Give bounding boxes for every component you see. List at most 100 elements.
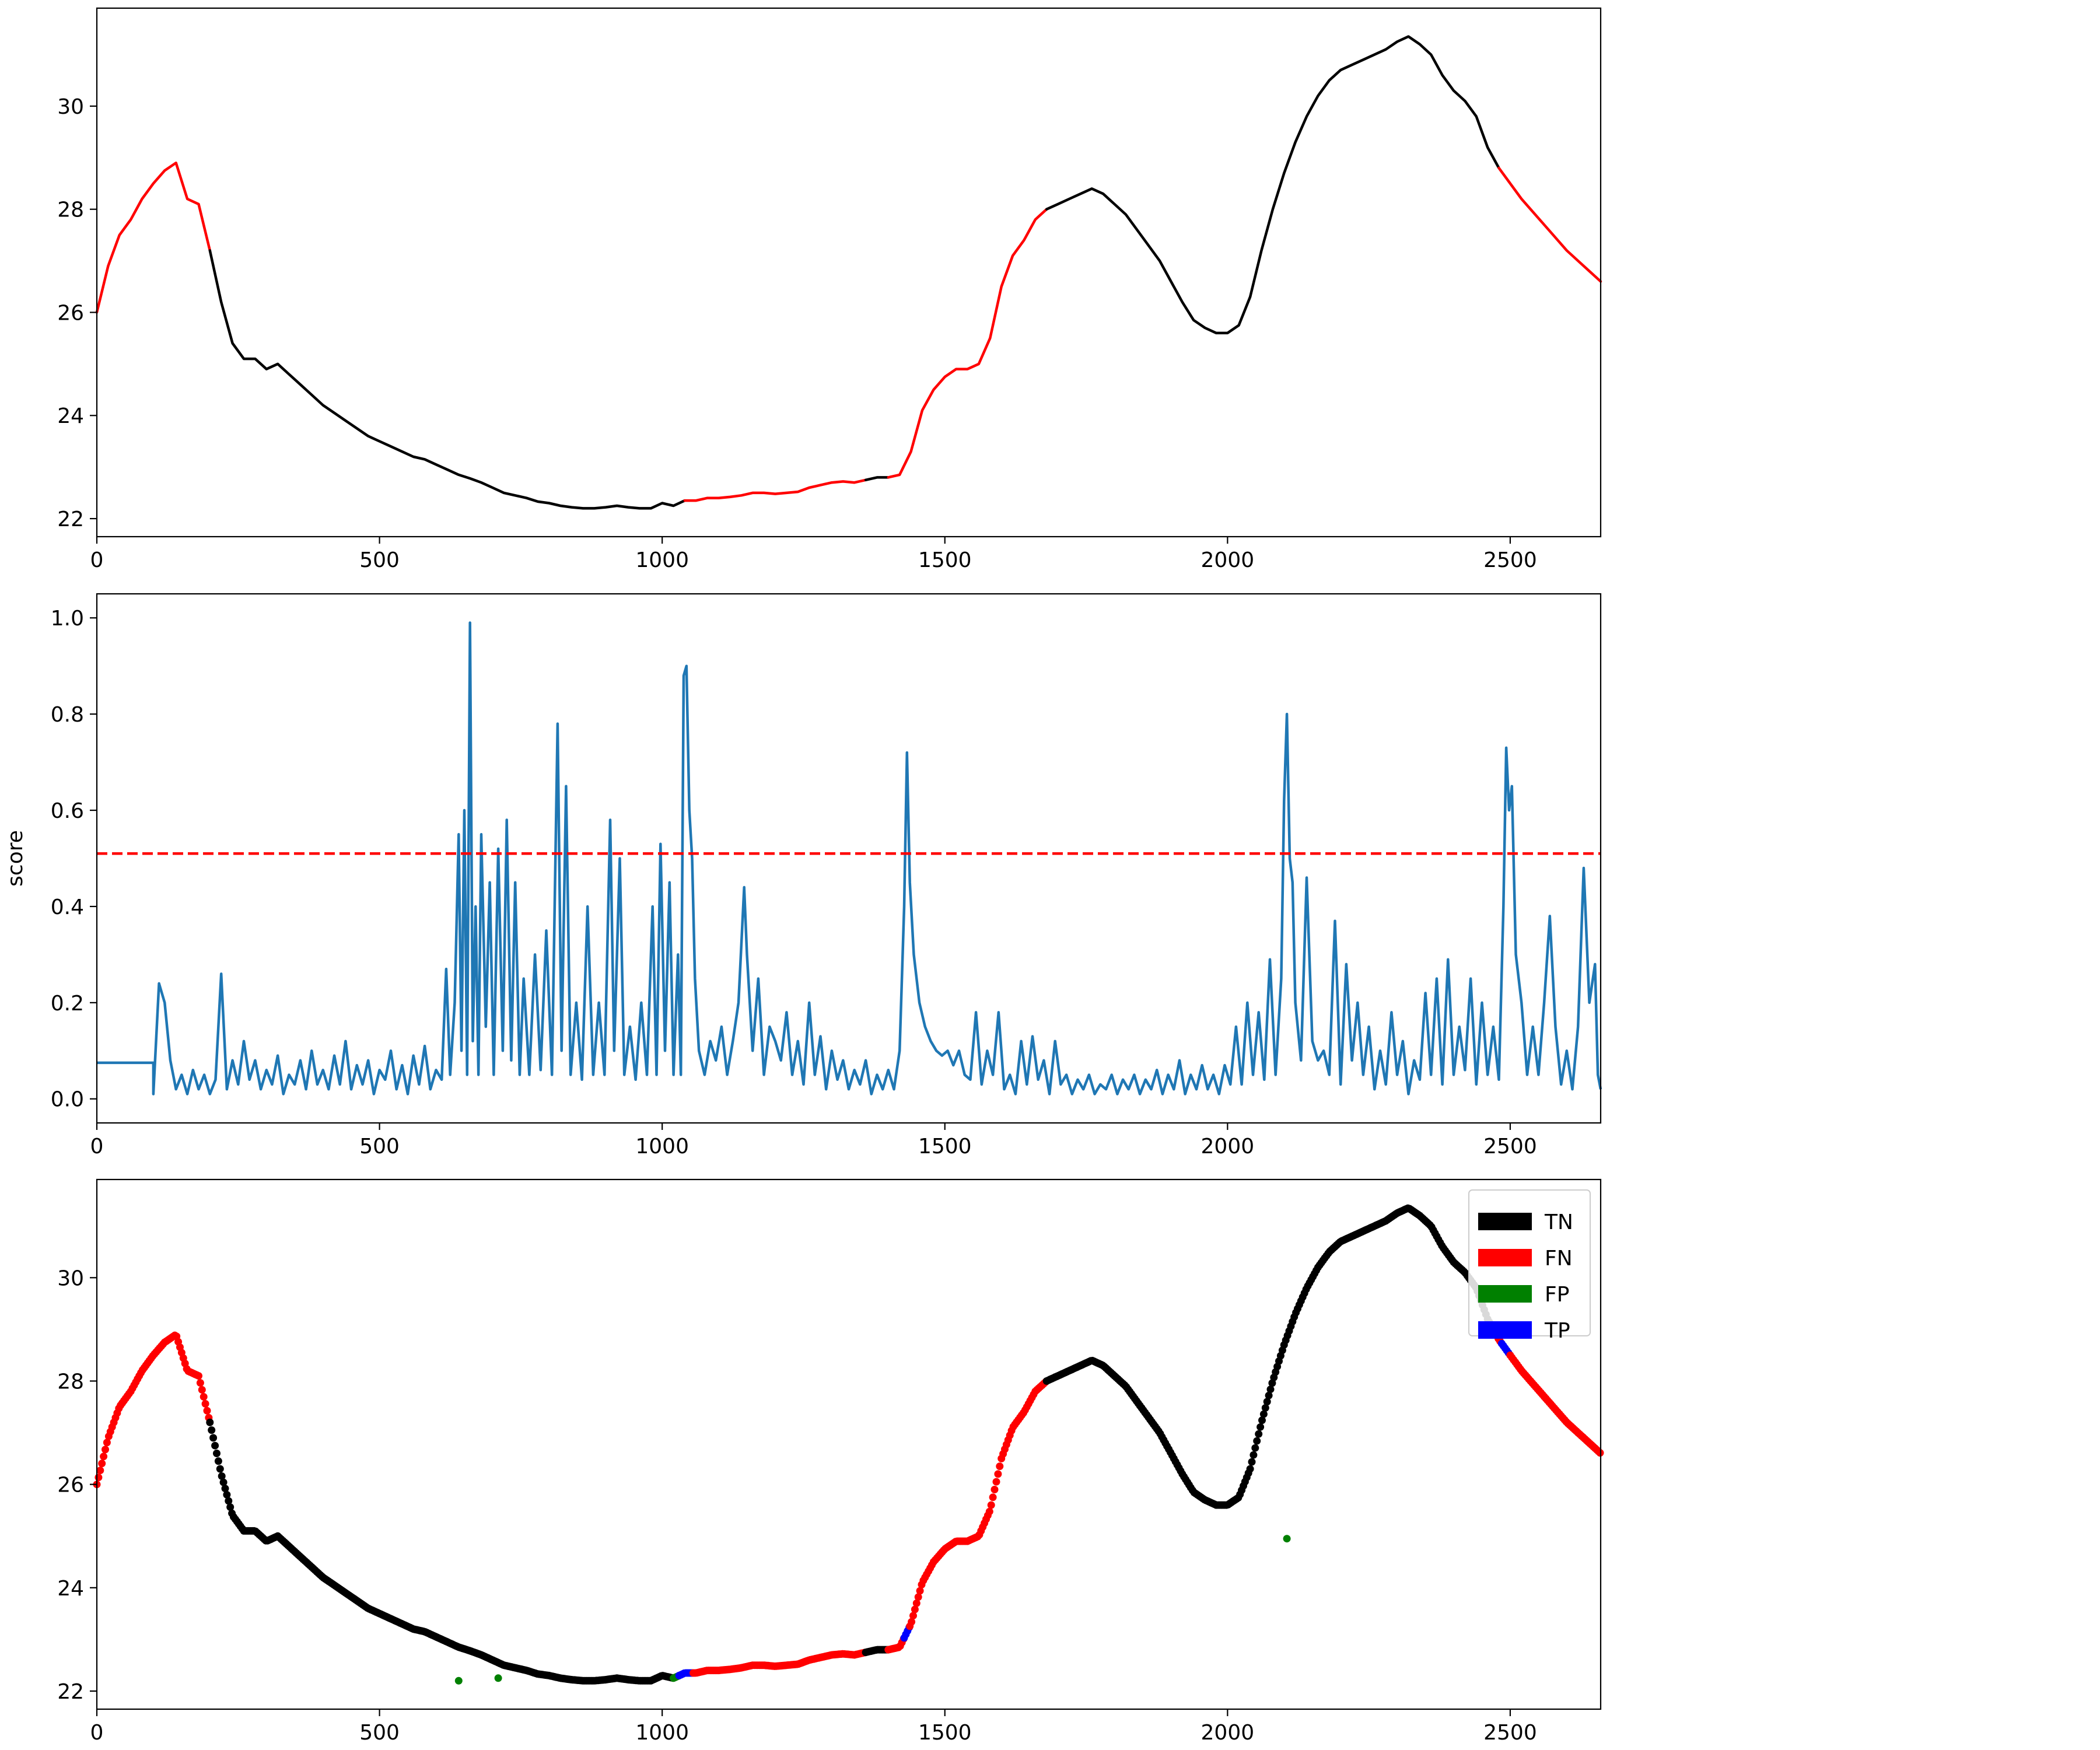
scatter-point-tn (1263, 1398, 1271, 1406)
scatter-point-fn (908, 1618, 916, 1626)
legend-label-fp: FP (1545, 1283, 1569, 1307)
y-tick-label: 28 (57, 198, 84, 222)
scatter-point-tn (1261, 1404, 1269, 1412)
scatter-point-fn (992, 1478, 1000, 1486)
classification-panel: 0 500 1000 1500 2000 2500 22 24 26 28 30 TN FN FP… (57, 1178, 1604, 1745)
x-tick-label: 2500 (1483, 548, 1537, 572)
scatter-point-tn (218, 1472, 226, 1480)
legend-entry-fp: FP (1478, 1283, 1569, 1307)
scatter-point-tn (226, 1503, 235, 1511)
y-tick-label: 26 (57, 1474, 84, 1497)
series-segment-tn (208, 249, 687, 510)
scatter-point-fn (94, 1474, 103, 1482)
legend-swatch-fn (1478, 1249, 1532, 1266)
y-tick-label: 30 (57, 1266, 84, 1290)
y-tick-label: 0.4 (51, 895, 84, 919)
scatter-group-fn (1506, 1351, 1604, 1457)
scatter-point-tn (206, 1418, 214, 1426)
axes-frame-rect (96, 7, 1602, 538)
x-tick-label: 0 (90, 548, 104, 572)
scatter-point-fn (914, 1593, 922, 1601)
scatter-point-fn (994, 1470, 1002, 1478)
score-panel: 0 500 1000 1500 2000 2500 0.00.20.40.60.81.0 … (4, 593, 1602, 1158)
axes-frame-rect (96, 593, 1602, 1124)
scatter-point-tn (219, 1478, 228, 1486)
series-segment-fn (1497, 166, 1602, 283)
scatter-point-fn (103, 1438, 111, 1447)
scatter-point-fn (912, 1599, 921, 1607)
scatter-point-tn (214, 1457, 222, 1465)
y-tick-label: 1.0 (51, 607, 84, 631)
scatter-point-fn (911, 1605, 919, 1614)
scatter-group-fn (690, 1648, 869, 1677)
scatter-point-tn (209, 1434, 218, 1442)
scatter-point-fn (200, 1393, 208, 1401)
legend-label-tp: TP (1544, 1319, 1570, 1343)
scatter-point-tn (1253, 1437, 1261, 1445)
scatter-point-fn (198, 1386, 206, 1394)
scatter-point-tn (223, 1490, 231, 1499)
scatter-point-fn (100, 1452, 108, 1461)
series-segment-tn (864, 476, 890, 482)
score-axes-frame (96, 593, 1602, 1124)
scatter-point-fn (195, 1372, 202, 1380)
scatter-point-tn (1265, 1391, 1273, 1399)
y-tick-label: 30 (57, 95, 84, 119)
scatter-point-fn (196, 1379, 204, 1387)
scatter-point-fn (201, 1400, 209, 1408)
series-segment-fn (683, 478, 867, 502)
scatter-point-tn (221, 1485, 229, 1493)
series-segment-fn (95, 161, 212, 314)
scatter-point-fn (916, 1587, 924, 1595)
legend-label-fn: FN (1545, 1247, 1573, 1270)
scatter-point-tn (213, 1450, 220, 1457)
y-tick-label: 0.0 (51, 1088, 84, 1112)
score-line (97, 621, 1602, 1096)
scatter-point-tn (216, 1465, 224, 1473)
scatter-point-fp (454, 1676, 463, 1685)
scatter-point-tn (1266, 1385, 1275, 1394)
axes-frame-rect (96, 1178, 1602, 1710)
x-tick-label: 1000 (635, 548, 689, 572)
x-tick-label: 2000 (1201, 1721, 1255, 1745)
scatter-point-fn (203, 1406, 211, 1415)
scatter-point-fn (985, 1507, 993, 1516)
series-segment-tn (1045, 35, 1500, 335)
legend-swatch-tn (1478, 1213, 1532, 1230)
legend-swatch-tp (1478, 1321, 1532, 1339)
scatter-point-fn (996, 1462, 1004, 1471)
scatter-point-fn (989, 1493, 997, 1502)
x-tick-label: 1000 (635, 1721, 689, 1745)
scatter-group-fn (93, 1331, 213, 1489)
x-tick-label: 1000 (635, 1135, 689, 1158)
x-tick-label: 500 (359, 1721, 400, 1745)
scatter-point-fn (96, 1466, 104, 1475)
legend-entry-fn: FN (1478, 1247, 1573, 1270)
classification-axes-frame (96, 1178, 1602, 1710)
x-tick-label: 500 (359, 1135, 400, 1158)
timeseries-x-ticks: 0 500 1000 1500 2000 2500 (90, 537, 1537, 572)
timeseries-axes-frame (96, 7, 1602, 538)
scatter-group-tn (206, 1418, 677, 1685)
scatter-point-fn (987, 1501, 995, 1509)
scatter-point-fn (909, 1612, 917, 1620)
scatter-point-tn (1246, 1465, 1254, 1473)
classification-scatter (93, 1204, 1604, 1685)
scatter-point-tn (211, 1441, 219, 1450)
y-tick-label: 22 (57, 1680, 84, 1704)
x-tick-label: 2000 (1201, 548, 1255, 572)
y-tick-label: 24 (57, 404, 84, 428)
x-tick-label: 2000 (1201, 1135, 1255, 1158)
scatter-point-tn (1255, 1430, 1263, 1438)
scatter-point-tn (1256, 1423, 1265, 1431)
scatter-point-fn (991, 1486, 999, 1493)
scatter-point-tn (208, 1426, 216, 1434)
timeseries-y-ticks: 22 24 26 28 30 (57, 95, 97, 531)
y-tick-label: 24 (57, 1577, 84, 1601)
scatter-point-tn (1258, 1416, 1266, 1424)
legend-entry-tp: TP (1478, 1319, 1570, 1343)
x-tick-label: 2500 (1483, 1135, 1537, 1158)
legend-entry-tn: TN (1478, 1210, 1573, 1234)
scatter-point-fp (494, 1674, 502, 1682)
